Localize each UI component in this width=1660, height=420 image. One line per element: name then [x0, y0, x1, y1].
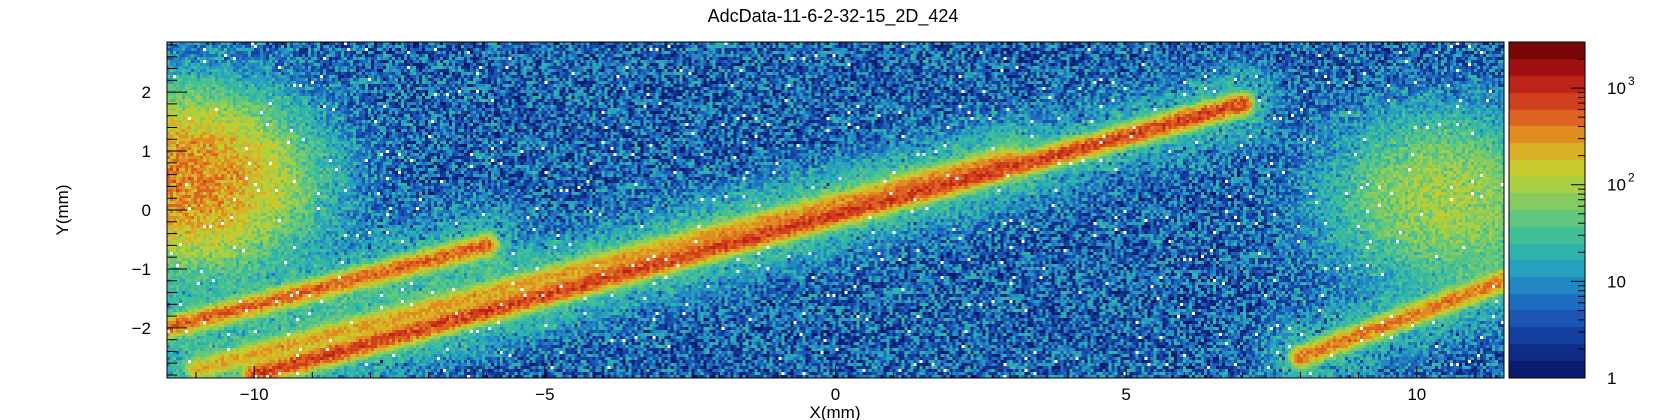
chart-title: AdcData-11-6-2-32-15_2D_424: [708, 6, 959, 27]
colorbar-tick-label: 1: [1607, 369, 1616, 388]
colorbar-frame: [1508, 41, 1586, 379]
colorbar-tick-label: 10: [1607, 272, 1626, 291]
x-tick-label: 0: [831, 385, 840, 404]
colorbar-tick-exponent: 3: [1628, 74, 1635, 88]
x-tick-label: −10: [240, 385, 269, 404]
heatmap-plot-area: [167, 42, 1504, 378]
x-axis-label: X(mm): [810, 403, 861, 420]
colorbar: [1509, 42, 1585, 378]
colorbar-tick-label: 10: [1607, 176, 1626, 195]
y-tick-label: 2: [142, 83, 151, 102]
x-tick-label: 10: [1407, 385, 1426, 404]
plot-frame: [166, 41, 1505, 379]
y-tick-label: −2: [132, 319, 151, 338]
colorbar-tick-label: 10: [1607, 79, 1626, 98]
x-tick-label: −5: [535, 385, 554, 404]
y-tick-label: 1: [142, 142, 151, 161]
y-ticks: −2 −1 0 1 2: [132, 44, 187, 376]
colorbar-tick-exponent: 2: [1628, 171, 1635, 185]
y-tick-label: 0: [142, 201, 151, 220]
y-axis-label: Y(mm): [53, 185, 72, 236]
x-tick-label: 5: [1121, 385, 1130, 404]
y-tick-label: −1: [132, 260, 151, 279]
x-ticks: −10 −5 0 5 10: [195, 366, 1476, 404]
